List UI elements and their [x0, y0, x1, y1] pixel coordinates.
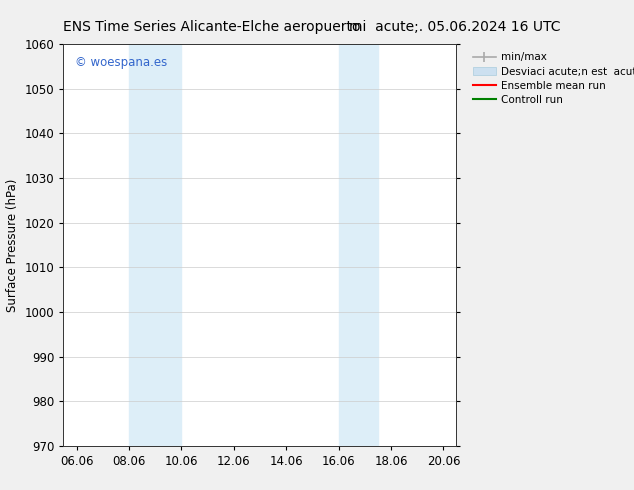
Bar	[339, 44, 378, 446]
Text: ENS Time Series Alicante-Elche aeropuerto: ENS Time Series Alicante-Elche aeropuert…	[63, 20, 361, 34]
Text: mi  acute;. 05.06.2024 16 UTC: mi acute;. 05.06.2024 16 UTC	[349, 20, 560, 34]
Legend: min/max, Desviaci acute;n est  acute;ndar, Ensemble mean run, Controll run: min/max, Desviaci acute;n est acute;ndar…	[470, 49, 634, 108]
Bar	[129, 44, 181, 446]
Y-axis label: Surface Pressure (hPa): Surface Pressure (hPa)	[6, 178, 19, 312]
Text: © woespana.es: © woespana.es	[75, 56, 167, 69]
